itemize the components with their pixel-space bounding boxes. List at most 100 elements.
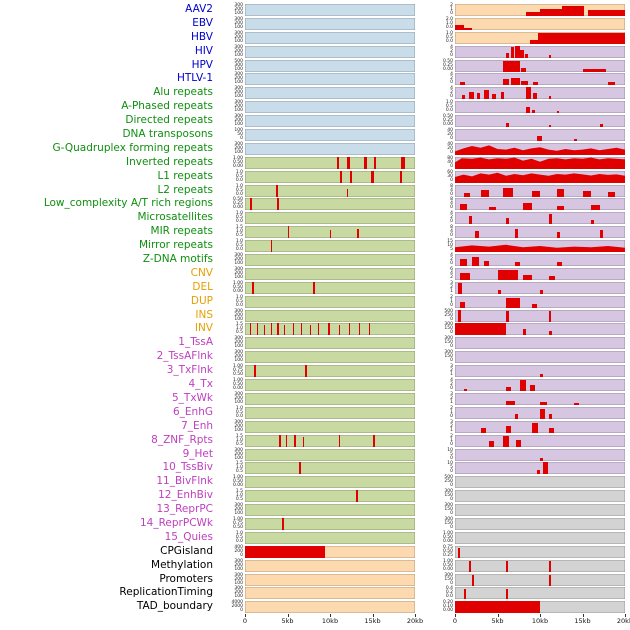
y-tick-label: 0.5 <box>235 233 243 239</box>
y-tick-label: 100 <box>234 455 243 461</box>
y-ticks-right: 40 20 0 <box>415 128 455 142</box>
track-label: 1_TssA <box>178 336 213 349</box>
y-ticks-left: 300 200 100 <box>218 45 245 59</box>
y-tick-label: 100 <box>234 594 243 600</box>
track-panel-left <box>245 31 415 44</box>
x-tick-mark <box>287 614 289 618</box>
y-tick-label: 1.5 <box>235 225 243 231</box>
y-tick-label: 0.50 <box>442 534 453 540</box>
y-tick-label: 0.00 <box>232 288 243 294</box>
y-tick-label: 300 <box>234 141 243 147</box>
track-row: Low_complexity A/T rich regions 0.50 0.25 0… <box>0 197 630 211</box>
data-bar <box>358 323 361 336</box>
y-tick-label: 200 <box>234 145 243 151</box>
track-panel-right <box>455 406 625 419</box>
track-panel-left <box>245 462 415 475</box>
y-tick-label: 1.0 <box>235 437 243 443</box>
y-tick-label: 300 <box>234 44 243 50</box>
y-tick-label: 4 <box>450 211 453 217</box>
y-tick-label: 1 <box>450 399 453 405</box>
y-tick-label: 0.25 <box>442 62 453 68</box>
y-tick-label: 0.0 <box>235 177 243 183</box>
y-tick-label: 200 <box>234 104 243 110</box>
y-tick-label: 100 <box>234 358 243 364</box>
track-panel-right <box>455 531 625 544</box>
y-ticks-left: 300 200 100 <box>218 420 245 434</box>
y-ticks-left: 1.0 0.5 0.0 <box>218 211 245 225</box>
y-ticks-left: 1.00 0.50 0.00 <box>218 281 245 295</box>
y-ticks-left: 300 200 100 <box>218 253 245 267</box>
track-panel-left <box>245 531 415 544</box>
x-tick-mark <box>415 614 416 618</box>
data-bar <box>548 213 552 225</box>
track-row: 4_Tx 1.00 0.50 0.00 4 2 0 <box>0 378 630 392</box>
y-tick-label: 300 <box>234 86 243 92</box>
data-bar <box>480 427 486 433</box>
y-tick-label: 4000 <box>231 600 243 606</box>
data-bar <box>506 425 512 433</box>
data-bar <box>463 388 467 392</box>
track-label: HPV <box>191 58 213 71</box>
track-row: Microsatellites 1.0 0.5 0.0 4 2 0 <box>0 211 630 225</box>
y-tick-label: 100 <box>234 149 243 155</box>
y-ticks-left: 300 200 100 <box>218 573 245 587</box>
track-label: DNA transposons <box>122 128 213 141</box>
track-label: A-Phased repeats <box>121 100 213 113</box>
track-label: 13_ReprPC <box>156 503 213 516</box>
track-panel-right <box>455 267 625 280</box>
y-ticks-left: 1.0 0.5 0.0 <box>218 184 245 198</box>
y-ticks-left: 1.5 1.0 0.5 <box>218 225 245 239</box>
track-panel-right <box>455 462 625 475</box>
y-tick-label: 150 <box>444 576 453 582</box>
x-tick-mark <box>245 614 246 618</box>
y-tick-label: 50 <box>237 132 243 138</box>
data-bar <box>284 325 286 336</box>
y-ticks-right: 0.4 0.2 0.0 <box>415 586 455 600</box>
y-tick-label: 0.5 <box>445 104 453 110</box>
track-row: INS 300 200 100 500 250 0 <box>0 309 630 323</box>
track-panel-left <box>245 115 415 128</box>
data-bar <box>468 215 472 225</box>
data-bar <box>506 561 509 572</box>
y-tick-label: 0 <box>450 497 453 503</box>
data-bar <box>455 24 464 30</box>
y-ticks-right: 10 5 0 <box>415 461 455 475</box>
data-bar <box>514 262 520 267</box>
y-ticks-left: 300 200 100 <box>218 309 245 323</box>
y-ticks-left: 1.0 0.5 0.0 <box>218 239 245 253</box>
y-tick-label: 4 <box>450 378 453 384</box>
y-ticks-right: 60 30 0 <box>415 170 455 184</box>
y-tick-label: 4 <box>450 86 453 92</box>
y-tick-label: 1.0 <box>445 30 453 36</box>
y-tick-label: 30 <box>447 173 453 179</box>
y-tick-label: 1.00 <box>232 280 243 286</box>
y-tick-label: 60 <box>447 169 453 175</box>
data-bar <box>540 373 543 378</box>
y-tick-label: 4 <box>450 253 453 259</box>
y-tick-label: 2 <box>450 294 453 300</box>
y-ticks-right: 300 150 0 <box>415 322 455 336</box>
y-tick-label: 1 <box>450 288 453 294</box>
track-row: 3_TxFlnk 1.00 0.75 0.50 3 2 1 <box>0 364 630 378</box>
data-bar <box>540 290 544 294</box>
y-tick-label: 0 <box>450 580 453 586</box>
data-bar <box>540 457 544 461</box>
track-panel-left <box>245 309 415 322</box>
data-bar <box>548 124 552 128</box>
data-bar <box>506 310 509 322</box>
y-ticks-left: 1.0 0.5 0.0 <box>218 295 245 309</box>
y-tick-label: 200 <box>234 423 243 429</box>
y-tick-label: 1.5 <box>235 322 243 328</box>
track-panel-left <box>245 504 415 517</box>
y-tick-label: 1 <box>450 372 453 378</box>
track-panel-right <box>455 351 625 364</box>
data-bar <box>460 204 467 211</box>
y-tick-label: 300 <box>444 489 453 495</box>
data-bar <box>458 547 461 558</box>
y-tick-label: 1.0 <box>235 169 243 175</box>
y-tick-label: 300 <box>444 572 453 578</box>
y-tick-label: 4 <box>450 201 453 207</box>
y-ticks-right: 0.20 0.10 0.00 <box>415 600 455 614</box>
track-panel-right <box>455 101 625 114</box>
track-panel-left <box>245 17 415 30</box>
